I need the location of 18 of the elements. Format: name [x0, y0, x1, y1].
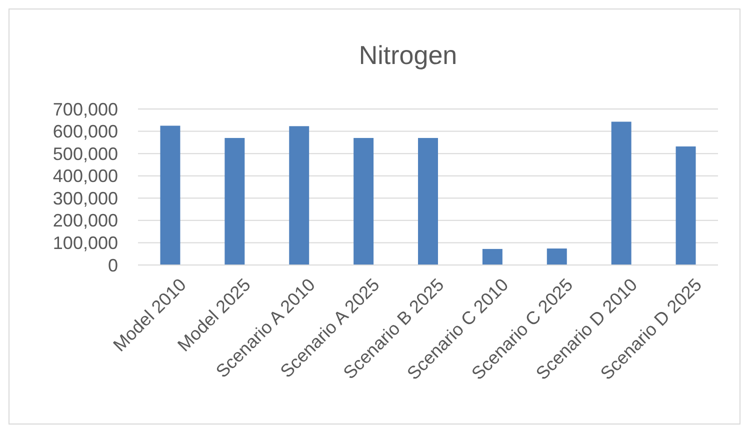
y-tick-label: 200,000	[52, 210, 118, 231]
y-tick-label: 700,000	[52, 99, 118, 120]
bar	[160, 126, 180, 265]
y-tick-label: 500,000	[52, 144, 118, 164]
y-tick-label: 300,000	[52, 188, 118, 208]
bar	[611, 122, 632, 265]
bar	[676, 146, 696, 265]
bar	[482, 248, 502, 265]
bar	[224, 138, 245, 265]
bar	[546, 248, 567, 265]
chart-title: Nitrogen	[358, 40, 458, 70]
y-tick-label: 0	[108, 255, 118, 276]
y-tick-label: 100,000	[52, 233, 118, 254]
bar	[354, 138, 374, 265]
bar	[418, 138, 438, 265]
y-tick-label: 400,000	[52, 166, 118, 186]
bar	[289, 126, 310, 265]
y-tick-label: 600,000	[52, 122, 118, 142]
